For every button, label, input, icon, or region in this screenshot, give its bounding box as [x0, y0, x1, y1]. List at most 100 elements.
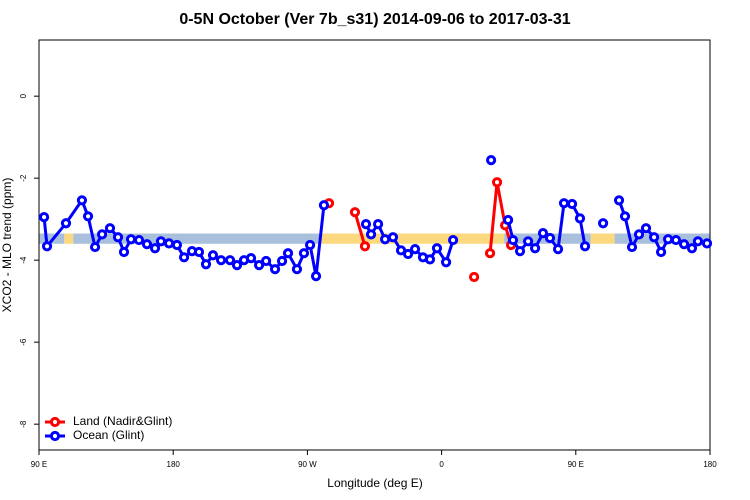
series-line	[353, 211, 367, 247]
point	[359, 241, 371, 252]
point	[365, 229, 377, 240]
point	[469, 271, 480, 283]
point	[440, 257, 452, 268]
point	[514, 246, 526, 257]
point	[379, 234, 391, 245]
y-tick-label: -4	[19, 256, 28, 264]
point	[701, 238, 713, 249]
point	[178, 252, 190, 263]
point	[318, 200, 330, 211]
point	[193, 246, 205, 258]
x-tick-label: 0	[439, 460, 444, 469]
point	[282, 248, 294, 259]
point	[118, 246, 130, 258]
band-segment	[614, 233, 710, 244]
point	[96, 229, 108, 240]
legend-label: Ocean (Glint)	[73, 428, 144, 442]
point	[402, 248, 414, 260]
x-tick-label: 90 E	[568, 460, 584, 469]
point	[171, 239, 183, 251]
point	[648, 232, 660, 243]
x-tick-label: 90 W	[298, 460, 317, 469]
point	[104, 223, 116, 234]
point	[670, 234, 682, 246]
point	[276, 255, 288, 267]
point	[231, 259, 243, 271]
point	[360, 218, 372, 230]
point	[163, 238, 175, 249]
point	[486, 155, 497, 166]
point	[626, 241, 638, 253]
point	[349, 207, 361, 218]
point	[431, 243, 443, 254]
point	[613, 195, 625, 206]
point	[409, 244, 421, 255]
point	[491, 177, 503, 188]
y-axis-label: XCO2 - MLO trend (ppm)	[0, 178, 14, 313]
point	[566, 198, 578, 210]
point	[304, 239, 316, 251]
legend-marker	[49, 416, 61, 428]
legend-label: Land (Nadir&Glint)	[73, 414, 172, 428]
point	[141, 239, 153, 250]
point	[424, 254, 436, 265]
point	[537, 228, 549, 239]
point	[387, 232, 399, 243]
x-tick-label: 90 E	[31, 460, 47, 469]
band-segment	[64, 233, 74, 244]
point	[503, 214, 514, 226]
point	[640, 223, 652, 234]
chart-title: 0-5N October (Ver 7b_s31) 2014-09-06 to …	[179, 11, 570, 28]
band-segment	[590, 233, 615, 244]
point	[291, 264, 303, 275]
point	[149, 243, 161, 254]
point	[60, 218, 72, 229]
point	[544, 232, 556, 244]
point	[655, 246, 667, 258]
point	[372, 218, 384, 230]
point	[38, 212, 50, 223]
point	[686, 243, 698, 254]
point	[133, 234, 145, 246]
point	[253, 259, 265, 271]
point	[260, 255, 272, 267]
point	[552, 244, 564, 255]
y-tick-label: 0	[19, 93, 28, 98]
point	[529, 243, 541, 254]
point	[484, 248, 496, 259]
point	[82, 211, 94, 222]
x-tick-label: 180	[167, 460, 181, 469]
point	[125, 234, 137, 245]
y-tick-label: -8	[19, 420, 28, 428]
point	[619, 211, 631, 222]
point	[89, 241, 101, 253]
x-axis-label: Longitude (deg E)	[327, 476, 422, 490]
point	[245, 253, 257, 264]
point	[558, 198, 570, 209]
point	[76, 195, 88, 206]
legend-marker	[49, 430, 61, 442]
point	[507, 234, 519, 246]
point	[662, 234, 674, 245]
point	[112, 232, 124, 243]
point	[269, 264, 281, 275]
point	[447, 234, 459, 246]
point	[215, 255, 227, 266]
point	[41, 241, 53, 252]
y-tick-label: -6	[19, 338, 28, 346]
point	[579, 241, 591, 252]
point	[692, 236, 704, 247]
point	[522, 236, 534, 247]
series-line	[488, 181, 513, 254]
y-tick-label: -2	[19, 174, 28, 182]
band-segment	[73, 233, 320, 244]
point	[200, 259, 212, 270]
point	[678, 239, 690, 250]
point	[310, 271, 322, 282]
point	[155, 236, 167, 247]
point	[633, 229, 645, 240]
point	[298, 248, 310, 259]
point	[574, 213, 586, 224]
series-line	[506, 201, 587, 254]
